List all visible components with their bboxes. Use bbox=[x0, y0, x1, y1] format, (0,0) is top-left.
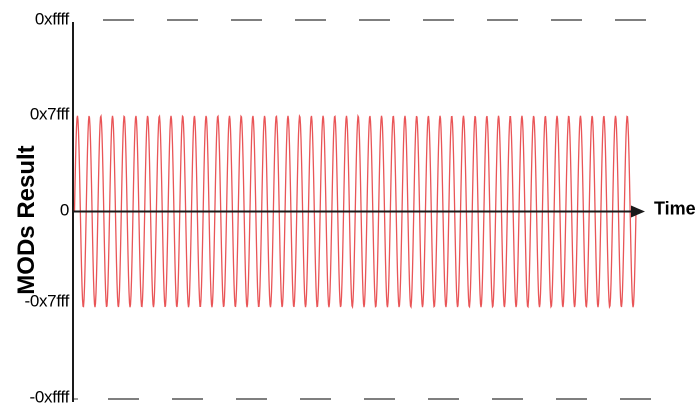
x-axis-arrowhead bbox=[631, 205, 645, 218]
x-axis-title: Time bbox=[654, 198, 695, 219]
y-tick-zero: 0 bbox=[59, 200, 69, 220]
y-tick-0xffff: 0xffff bbox=[34, 9, 69, 29]
y-tick-0x7fff: 0x7fff bbox=[29, 104, 69, 124]
y-tick-neg-0xffff: -0xffff bbox=[29, 387, 70, 407]
y-axis-title: MODs Result bbox=[13, 145, 40, 295]
y-tick-neg-0x7fff: -0x7fff bbox=[24, 291, 69, 311]
